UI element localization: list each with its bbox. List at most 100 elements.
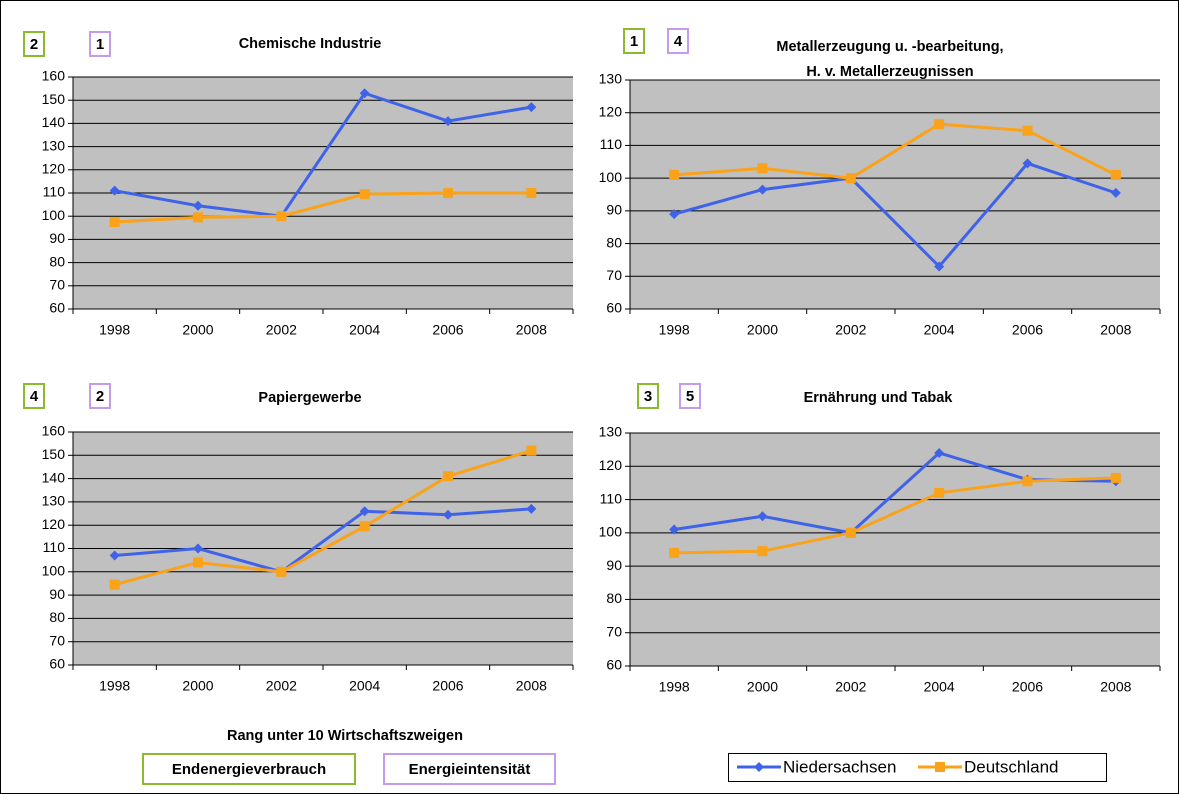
x-tick-label: 1998: [659, 679, 690, 695]
x-tick-label: 2008: [516, 322, 547, 338]
rank-legend-box: [383, 753, 556, 785]
y-tick-label: 140: [42, 114, 66, 130]
marker: [526, 503, 537, 514]
y-tick-label: 160: [42, 68, 66, 84]
rank-badge: 2: [96, 388, 104, 405]
x-tick-label: 2004: [349, 678, 380, 694]
y-tick-label: 110: [43, 184, 66, 200]
y-tick-label: 70: [49, 277, 65, 293]
x-tick-label: 2004: [924, 679, 955, 695]
y-tick-label: 140: [42, 469, 66, 485]
x-tick-label: 2008: [1100, 679, 1131, 695]
marker: [443, 188, 453, 198]
marker: [193, 200, 203, 211]
rank-badge-box: [637, 383, 659, 409]
marker: [757, 184, 768, 195]
y-tick-label: 70: [606, 623, 622, 639]
y-tick-label: 110: [600, 136, 623, 152]
marker: [109, 550, 120, 561]
y-tick-label: 80: [606, 590, 622, 606]
chart-title: H. v. Metallerzeugnissen: [806, 64, 973, 80]
x-tick-label: 2000: [182, 322, 213, 338]
x-tick-label: 1998: [659, 322, 690, 338]
y-tick-label: 90: [606, 557, 622, 573]
rank-legend-label: Endenergieverbrauch: [172, 761, 326, 778]
marker: [934, 487, 945, 498]
rank-badge-box: [623, 28, 645, 54]
marker: [934, 447, 945, 458]
y-tick-label: 100: [599, 169, 623, 185]
marker: [359, 521, 370, 532]
marker: [443, 471, 453, 482]
marker: [1110, 472, 1121, 483]
series-line: [674, 476, 1116, 555]
series-line: [114, 449, 532, 587]
marker: [845, 527, 856, 538]
y-tick-label: 70: [606, 267, 622, 283]
rank-badge-box: [89, 31, 111, 57]
marker: [109, 217, 120, 227]
marker: [1022, 476, 1033, 487]
x-tick-label: 2000: [747, 322, 778, 338]
x-tick-label: 2006: [1012, 679, 1043, 695]
series-line: [114, 191, 532, 224]
y-tick-label: 110: [600, 490, 623, 506]
marker: [669, 209, 680, 220]
marker: [669, 524, 680, 535]
marker: [193, 212, 203, 223]
y-tick-label: 70: [49, 632, 65, 648]
marker: [359, 506, 370, 517]
series-legend-box: [728, 753, 1107, 782]
y-tick-label: 60: [606, 300, 622, 316]
y-tick-label: 120: [42, 161, 66, 177]
y-tick-label: 100: [599, 524, 623, 540]
marker: [934, 261, 945, 272]
rank-badge: 4: [674, 33, 683, 50]
y-tick-label: 60: [49, 656, 65, 672]
rank-badge: 2: [30, 36, 38, 53]
y-tick-label: 120: [599, 103, 623, 119]
x-tick-label: 2006: [1012, 322, 1043, 338]
x-tick-label: 2002: [835, 679, 866, 695]
marker: [276, 211, 287, 222]
x-tick-label: 2004: [924, 322, 955, 338]
marker: [669, 547, 680, 558]
rank-badge: 5: [686, 388, 694, 405]
plot-area: [630, 433, 1160, 666]
y-tick-label: 130: [42, 493, 66, 509]
marker: [934, 119, 945, 130]
x-tick-label: 2006: [432, 678, 463, 694]
rank-badge-box: [89, 383, 111, 409]
y-tick-label: 150: [42, 446, 66, 462]
marker: [1110, 187, 1121, 198]
y-tick-label: 130: [42, 137, 66, 153]
marker: [193, 557, 203, 568]
series-line: [114, 91, 532, 218]
rank-badge: 4: [30, 388, 39, 405]
rank-legend-label: Energieintensität: [409, 761, 531, 778]
marker: [193, 543, 203, 554]
marker: [845, 173, 856, 184]
rank-badge: 1: [630, 33, 638, 50]
marker: [109, 185, 120, 196]
x-tick-label: 2000: [747, 679, 778, 695]
chart-title: Chemische Industrie: [239, 36, 382, 52]
x-tick-label: 2002: [266, 678, 297, 694]
x-tick-label: 2008: [1100, 322, 1131, 338]
y-tick-label: 90: [49, 586, 65, 602]
marker: [757, 163, 768, 174]
series-line: [674, 122, 1117, 180]
legend-label: Deutschland: [964, 757, 1059, 776]
chart-title: Papiergewerbe: [258, 390, 361, 406]
chart-title: Ernährung und Tabak: [804, 390, 954, 406]
y-tick-label: 150: [42, 91, 66, 107]
x-tick-label: 1998: [99, 322, 130, 338]
marker: [109, 579, 120, 590]
y-tick-label: 90: [606, 202, 622, 218]
chart-title: Metallerzeugung u. -bearbeitung,: [776, 39, 1003, 55]
marker: [1022, 158, 1033, 169]
marker: [276, 566, 287, 577]
marker: [359, 189, 370, 200]
marker: [443, 116, 453, 127]
